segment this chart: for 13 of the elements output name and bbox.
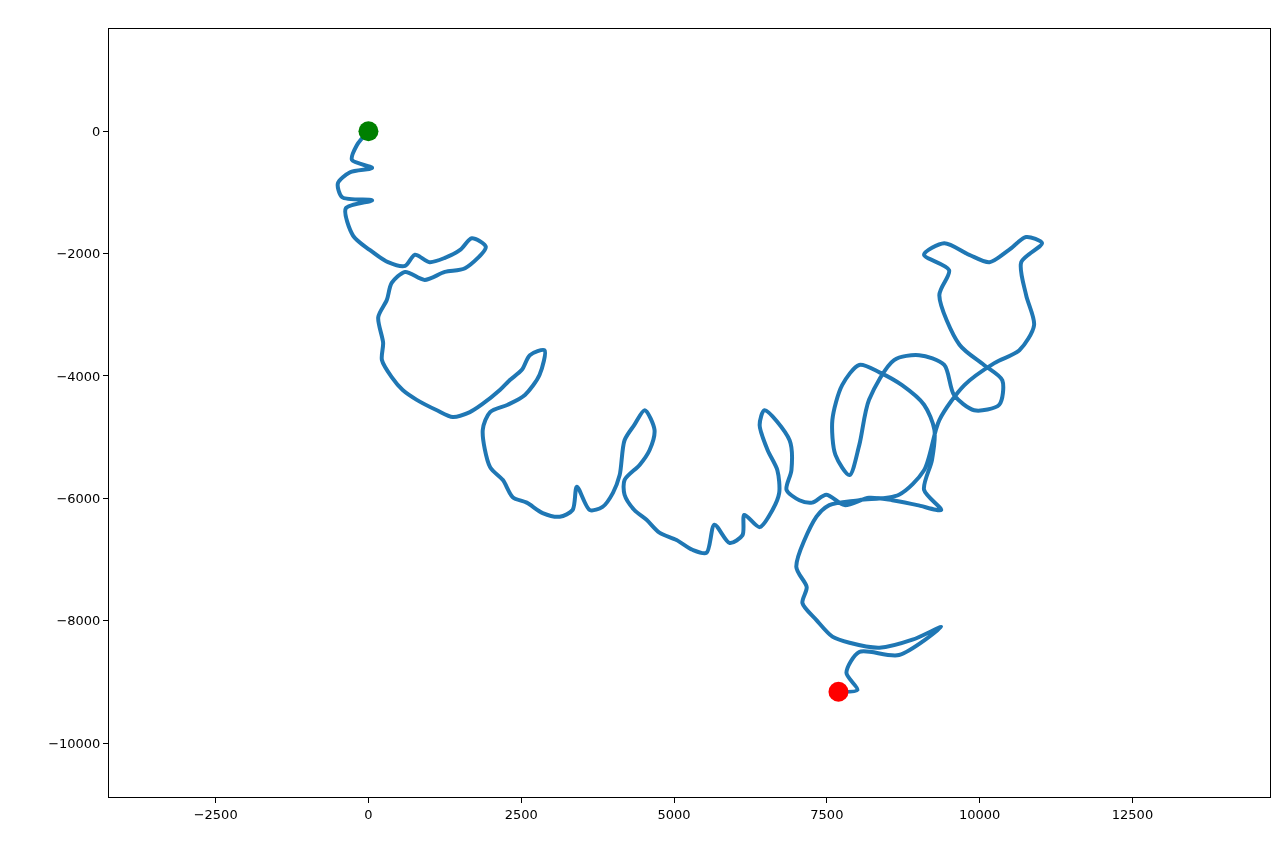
x-tick-label: 5000 (657, 806, 691, 822)
x-tick-label: 2500 (504, 806, 538, 822)
y-tick-label: −6000 (56, 490, 101, 506)
y-tick-label: −8000 (56, 613, 101, 629)
x-tick-label: 12500 (1111, 806, 1154, 822)
y-tick-label: −4000 (56, 368, 101, 384)
y-tick-label: −10000 (48, 735, 101, 751)
x-tick-label: 0 (364, 806, 373, 822)
y-tick-label: −2000 (56, 246, 101, 262)
x-tick-label: −2500 (193, 806, 238, 822)
x-tick-label: 7500 (810, 806, 844, 822)
y-tick-label: 0 (92, 123, 101, 139)
x-tick-label: 10000 (958, 806, 1001, 822)
